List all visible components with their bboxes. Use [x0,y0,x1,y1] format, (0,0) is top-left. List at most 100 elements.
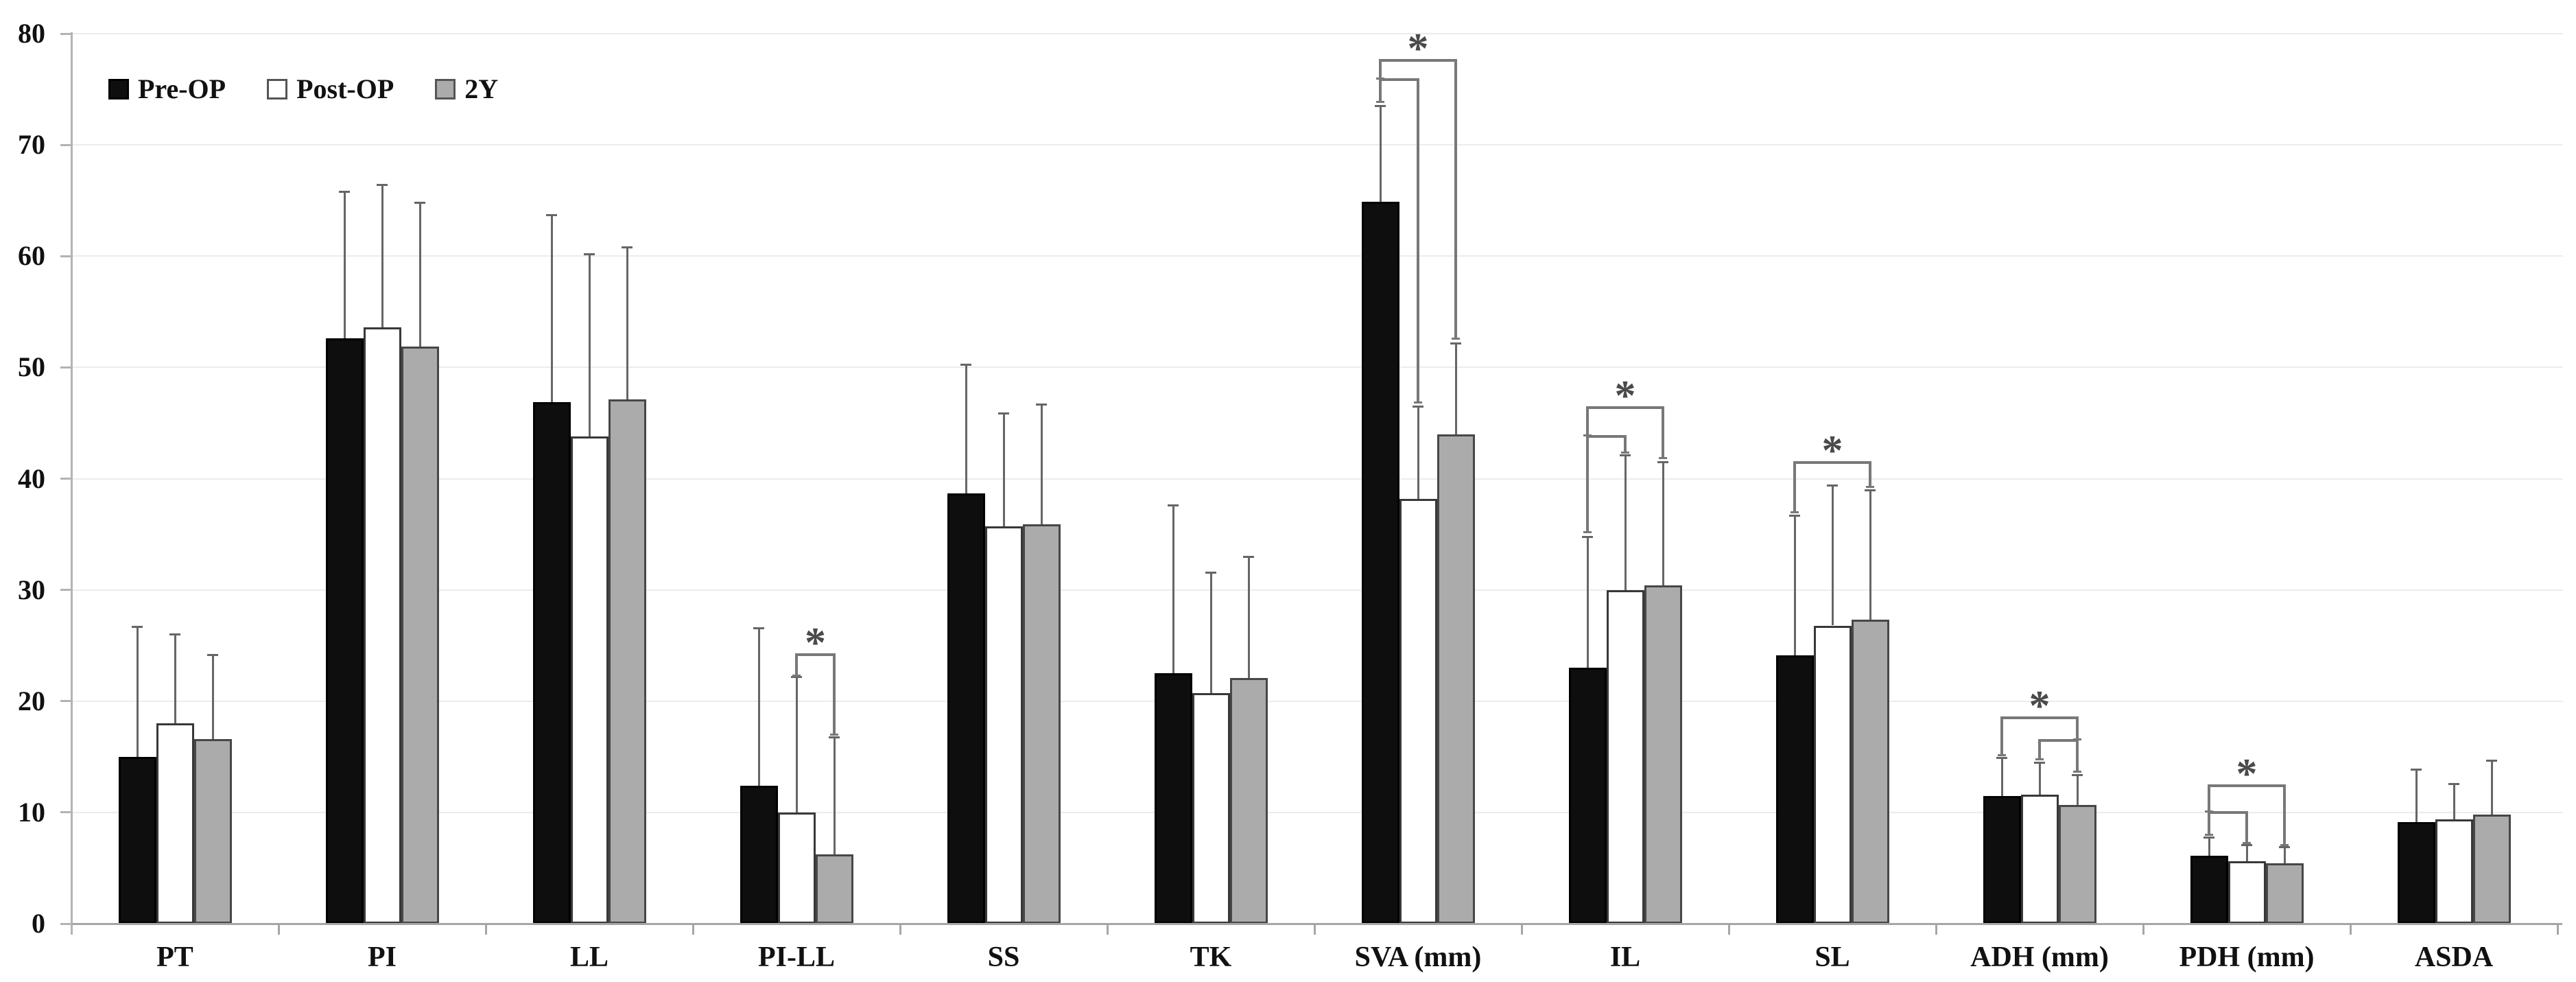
y-axis-tick-40 [60,478,72,480]
error-cap-pre-op-sl [1789,515,1800,517]
bar-pre-op-ss [947,493,985,924]
error-cap-post-op-pi [377,184,388,187]
bar-pre-op-pt [118,756,156,924]
y-axis-tick-80 [60,32,72,35]
error-cap-2y-adh-mm [2072,773,2083,776]
legend-item-postop: Post-OP [267,75,394,103]
error-cap-2y-pi-ll [829,736,840,738]
bar-pre-op-pdh-mm [2190,856,2228,924]
bar-pre-op-ll [532,401,571,924]
error-bar-pre-op-sva-mm [1379,106,1382,202]
error-cap-2y-asda [2486,759,2497,762]
bar-2y-pi [401,346,439,924]
sig-bracket-il-5-leg-a-end [1583,434,1592,437]
x-axis-tick-11 [2349,924,2352,935]
bar-post-op-ss [984,526,1023,924]
bar-pre-op-adh-mm [1983,795,2021,924]
x-axis-label-sva-mm: SVA (mm) [1354,942,1482,973]
x-axis-tick-5 [1106,924,1109,935]
error-bar-post-op-sl [1831,485,1834,626]
sig-bracket-sva-mm-2-bar [1379,78,1419,81]
sig-bracket-il-5-leg-b-end [1659,456,1667,459]
sig-bracket-adh-mm-8-bar [2000,716,2079,720]
error-cap-2y-sva-mm [1450,342,1461,344]
sig-bracket-sl-6-leg-a-end [1791,511,1799,514]
sig-bracket-pdh-mm-10-leg-a [2208,784,2210,812]
sig-bracket-pdh-mm-9-leg-a [2208,811,2210,835]
error-bar-2y-asda [2490,760,2493,815]
sig-bracket-il-4-leg-b [1624,435,1627,452]
significance-star-sl: * [1821,427,1843,474]
error-cap-2y-ss [1036,403,1047,406]
x-axis-label-pi: PI [368,942,397,973]
error-cap-post-op-il [1620,454,1631,457]
sig-bracket-pdh-mm-10-leg-b-end [2280,843,2289,846]
bar-2y-tk [1229,677,1268,924]
error-bar-post-op-pdh-mm [2245,844,2248,862]
error-bar-post-op-sva-mm [1417,406,1419,499]
error-cap-pre-op-pdh-mm [2203,836,2214,839]
x-axis-tick-4 [899,924,901,935]
gridline-70 [71,144,2563,146]
x-axis-label-pt: PT [156,942,193,973]
error-bar-pre-op-pt [136,627,139,757]
x-axis-tick-6 [1313,924,1316,935]
x-axis-tick-8 [1727,924,1730,935]
bar-post-op-sva-mm [1399,498,1437,924]
legend-label-2y: 2Y [464,73,499,104]
error-cap-2y-tk [1243,555,1254,558]
error-cap-2y-sl [1865,489,1876,491]
error-cap-pre-op-adh-mm [1996,757,2007,760]
sig-bracket-il-5-leg-a [1586,406,1589,436]
x-axis-tick-7 [1520,924,1523,935]
error-bar-2y-il [1662,462,1664,586]
error-cap-pre-op-il [1582,535,1593,538]
error-bar-2y-ss [1040,404,1043,524]
legend-item-2y: 2Y [435,75,498,103]
sig-bracket-sva-mm-3-bar [1379,59,1457,62]
error-bar-pre-op-ss [965,364,967,493]
error-bar-post-op-pi-ll [795,677,798,813]
error-bar-pre-op-tk [1172,505,1174,674]
y-axis-tick-10 [60,811,72,814]
error-cap-post-op-pi-ll [791,676,802,679]
bar-2y-sva-mm [1437,434,1475,924]
x-axis-tick-2 [484,924,487,935]
bar-pre-op-il [1568,668,1607,924]
sig-bracket-pi-ll-1-leg-a-end [792,675,801,677]
sig-bracket-adh-mm-7-leg-b-end [2073,770,2081,773]
sig-bracket-adh-mm-7-bar [2038,738,2079,742]
x-axis-label-tk: TK [1190,942,1232,973]
error-bar-2y-sl [1869,489,1871,620]
error-bar-pre-op-pi-ll [757,627,760,786]
significance-star-il: * [1614,373,1636,420]
sig-bracket-sl-6-leg-b [1869,460,1871,487]
sig-bracket-pdh-mm-9-leg-a-end [2205,834,2213,837]
error-cap-post-op-ll [584,253,595,255]
error-cap-post-op-adh-mm [2034,761,2045,764]
bar-post-op-sl [1813,625,1852,924]
sig-bracket-il-5-bar [1586,406,1664,410]
gridline-30 [71,589,2563,591]
bar-2y-pt [193,738,232,924]
sig-bracket-pdh-mm-10-leg-b [2283,784,2286,845]
sig-bracket-adh-mm-7-leg-b [2076,738,2079,771]
sig-bracket-pdh-mm-10-bar [2208,784,2286,788]
sig-bracket-adh-mm-7-leg-a-end [2035,758,2044,761]
gridline-40 [71,478,2563,480]
sig-bracket-adh-mm-8-leg-a-end [1998,753,2006,756]
y-axis-label-40: 40 [18,463,45,494]
gridline-50 [71,366,2563,369]
error-bar-post-op-il [1624,455,1627,590]
error-bar-pre-op-adh-mm [2000,758,2003,796]
y-axis-tick-0 [60,922,72,925]
error-bar-pre-op-ll [550,215,553,402]
significance-star-pi-ll: * [805,620,826,667]
y-axis-label-70: 70 [18,129,45,161]
bar-pre-op-tk [1154,673,1192,924]
y-axis-label-80: 80 [18,18,45,49]
y-axis-label-10: 10 [18,796,45,828]
error-cap-2y-pi [414,202,425,204]
error-cap-pre-op-pi [339,191,350,194]
legend-label-postop: Post-OP [296,73,394,104]
